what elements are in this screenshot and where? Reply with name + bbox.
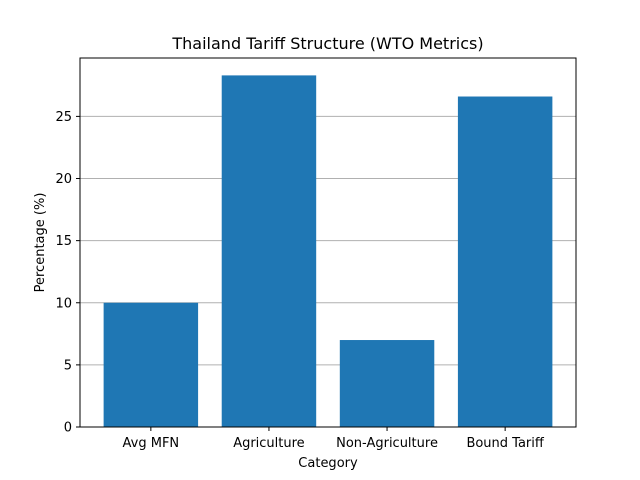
y-tick-label: 15	[55, 234, 72, 249]
y-tick-label: 25	[55, 110, 72, 125]
y-tick-label: 5	[64, 358, 72, 373]
bars	[103, 75, 553, 428]
y-tick-label: 0	[64, 421, 72, 436]
x-tick-label: Bound Tariff	[466, 436, 544, 451]
bar-bound-tariff	[457, 96, 553, 428]
bar-avg-mfn	[103, 302, 199, 427]
x-axis-label: Category	[298, 456, 358, 471]
x-tick-label: Non-Agriculture	[336, 436, 438, 451]
y-axis-label: Percentage (%)	[33, 193, 48, 293]
chart-title: Thailand Tariff Structure (WTO Metrics)	[171, 34, 483, 53]
y-tick-label: 10	[55, 296, 72, 311]
x-tick-label: Agriculture	[233, 436, 305, 451]
plot-frame	[79, 57, 577, 428]
y-tick-label: 20	[55, 172, 72, 187]
bar-agriculture	[221, 75, 317, 428]
bar-non-agriculture	[339, 340, 435, 427]
y-axis-ticks: 0 5 10 15 20 25	[55, 110, 80, 436]
x-tick-label: Avg MFN	[123, 436, 180, 451]
x-axis-ticks: Avg MFN Agriculture Non-Agriculture Bound T…	[123, 427, 545, 451]
